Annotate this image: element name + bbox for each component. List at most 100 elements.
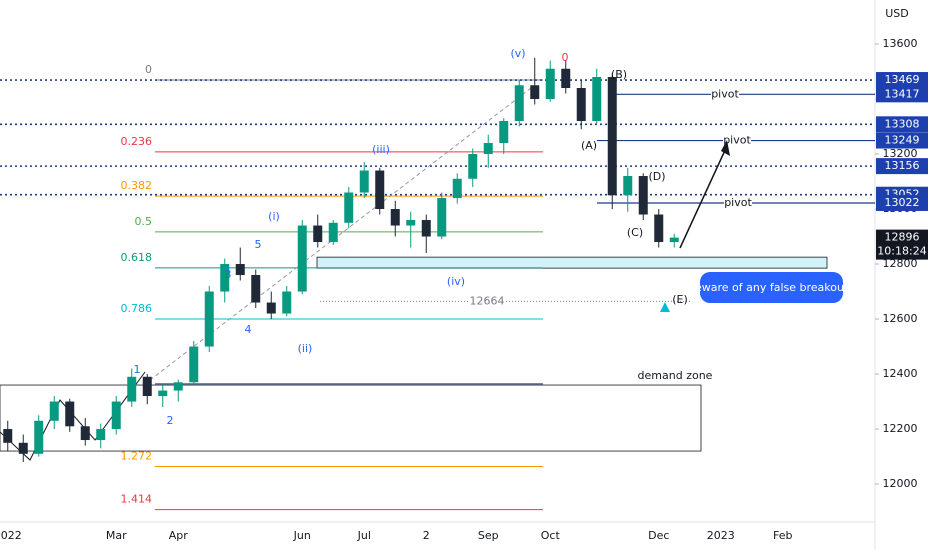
wave-label: 5	[255, 238, 262, 251]
candle-body	[344, 192, 354, 223]
price-label-box	[876, 158, 928, 175]
price-label: 13249	[885, 134, 920, 147]
pivot-label: pivot	[723, 134, 751, 147]
candle-body	[514, 85, 524, 122]
candle-body	[96, 429, 106, 441]
wave-label: (iii)	[372, 143, 390, 156]
candle-body	[158, 390, 168, 397]
wave-label: 0	[562, 51, 569, 64]
candle-body	[638, 176, 648, 215]
candle-body	[499, 121, 509, 144]
price-label-box	[876, 132, 928, 149]
candle-body	[313, 225, 323, 243]
fib-label: 0	[145, 63, 152, 76]
wave-label: (A)	[581, 139, 597, 152]
arrow-head	[721, 140, 730, 156]
candle-body	[483, 143, 493, 155]
x-tick-label: Mar	[106, 529, 127, 542]
candle-body	[561, 68, 571, 89]
pivot-label: pivot	[724, 196, 752, 209]
candle-body	[545, 68, 555, 100]
candle-body	[282, 291, 292, 314]
wave-label: (E)	[672, 293, 688, 306]
candle-body	[34, 420, 44, 454]
fib-label: 1.414	[121, 493, 153, 506]
x-tick-label: Dec	[648, 529, 669, 542]
candle-body	[3, 429, 13, 443]
demand-zone	[0, 384, 702, 452]
y-tick-label: 13200	[883, 147, 918, 160]
last-price: 12896	[885, 231, 920, 244]
candle-body	[111, 401, 121, 430]
candle-body	[235, 264, 245, 276]
callout-text: beware of any false breakouts	[688, 281, 854, 294]
x-tick-label: 2022	[0, 529, 22, 542]
wave-label: (iv)	[447, 275, 465, 288]
candle-body	[189, 346, 199, 383]
candle-body	[251, 275, 261, 303]
candle-body	[204, 291, 214, 347]
candle-body	[18, 442, 28, 454]
x-tick-label: 2	[423, 529, 430, 542]
target-label: 12664	[470, 294, 505, 307]
candle-body	[80, 426, 90, 441]
target-label-bg	[470, 295, 504, 308]
x-tick-label: Sep	[478, 529, 499, 542]
candle-body	[297, 225, 307, 292]
highlight-zone	[316, 256, 828, 269]
y-tick-label: 12400	[883, 367, 918, 380]
fib-label: 0.618	[121, 251, 153, 264]
candle-body	[468, 154, 478, 179]
y-tick-label: 13600	[883, 37, 918, 50]
trend-line	[149, 84, 536, 381]
x-tick-label: 2023	[707, 529, 735, 542]
last-price-box	[876, 229, 928, 260]
candle-body	[623, 176, 633, 196]
candle-body	[437, 198, 447, 237]
candle-body	[390, 209, 400, 226]
countdown: 10:18:24	[877, 245, 926, 258]
arrow	[679, 145, 728, 249]
candle-body	[65, 401, 75, 427]
candle-body	[576, 88, 586, 122]
wave-label: (D)	[648, 170, 665, 183]
candle-body	[654, 214, 664, 243]
price-label-box	[876, 86, 928, 103]
candle-body	[220, 264, 230, 292]
x-tick-label: Jul	[357, 529, 371, 542]
candle-body	[530, 85, 540, 100]
wave-label: 2	[167, 414, 174, 427]
fib-label: 0.786	[121, 302, 153, 315]
price-label: 13469	[885, 73, 920, 86]
candle-body	[406, 220, 416, 226]
pivot-label-bg	[711, 88, 739, 101]
price-label: 13156	[885, 159, 920, 172]
x-tick-label: Jun	[293, 529, 311, 542]
price-label-box	[876, 72, 928, 89]
x-tick-label: Apr	[169, 529, 189, 542]
wave-label: 4	[245, 323, 252, 336]
y-tick-label: 12200	[883, 422, 918, 435]
candle-body	[328, 222, 338, 243]
y-tick-label: 12600	[883, 312, 918, 325]
wave-label: (i)	[268, 210, 280, 223]
candle-body	[669, 237, 679, 243]
price-label-box	[876, 194, 928, 211]
pivot-label-bg	[724, 196, 752, 209]
y-tick-label: 12800	[883, 257, 918, 270]
wave-label: 1	[134, 363, 141, 376]
candle-body	[421, 220, 431, 237]
candle-body	[375, 170, 385, 210]
price-label: 13308	[885, 117, 920, 130]
candle-body	[452, 178, 462, 199]
candle-body	[266, 302, 276, 314]
warning-icon	[660, 302, 670, 312]
fib-label: 0.5	[135, 215, 153, 228]
candle-body	[592, 77, 602, 122]
candle-body	[127, 376, 137, 402]
x-tick-label: Oct	[541, 529, 561, 542]
wave-label: (C)	[627, 226, 643, 239]
fib-label: 0.236	[121, 135, 153, 148]
candle-body	[359, 170, 369, 193]
